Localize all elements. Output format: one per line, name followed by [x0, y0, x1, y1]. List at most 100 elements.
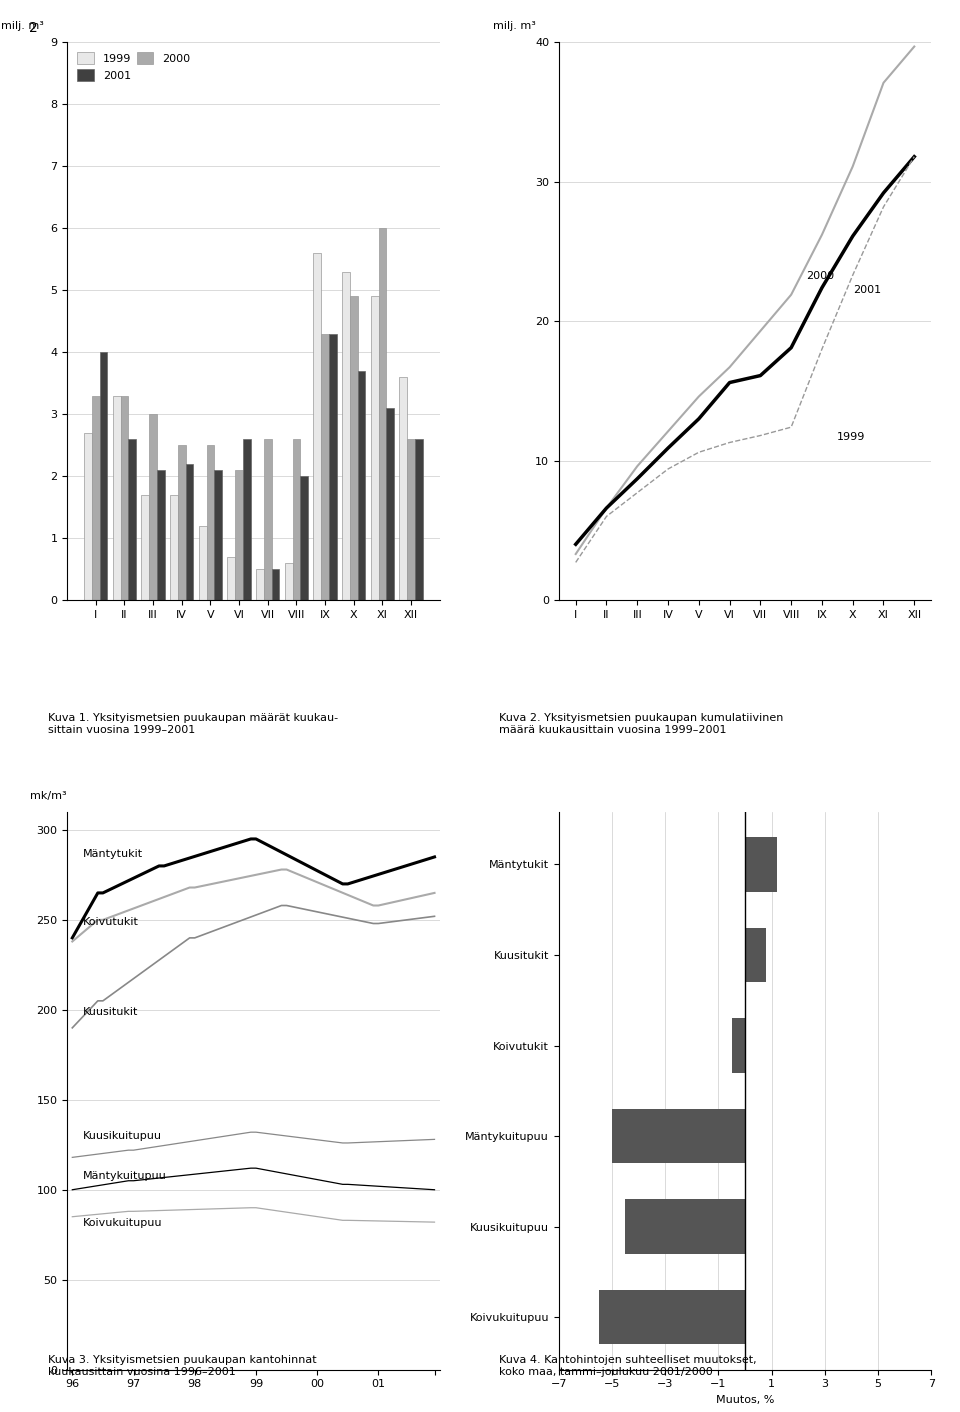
Line: 2001: 2001 — [576, 157, 914, 544]
Text: Kuva 2. Yksityismetsien puukaupan kumulatiivinen
määrä kuukausittain vuosina 199: Kuva 2. Yksityismetsien puukaupan kumula… — [499, 713, 783, 734]
Text: Mäntykuitupuu: Mäntykuitupuu — [83, 1171, 166, 1180]
Bar — [228, 556, 235, 600]
2000 — [662, 422, 674, 439]
Koivukuitupuu — [245, 1199, 256, 1216]
2000 — [816, 226, 828, 243]
Bar — [745, 928, 766, 983]
Bar — [214, 470, 222, 600]
Bar — [112, 395, 121, 600]
Koivukuitupuu — [154, 1202, 165, 1219]
Line: Koivukuitupuu: Koivukuitupuu — [72, 1207, 435, 1223]
Bar — [170, 494, 178, 600]
Mäntykuitupuu — [117, 1173, 129, 1190]
2000 — [877, 75, 889, 92]
Kuusitukit — [189, 929, 201, 946]
Mäntytukit — [117, 874, 129, 891]
Line: Mäntytukit: Mäntytukit — [72, 839, 435, 938]
Kuusitukit — [276, 897, 287, 914]
Bar — [178, 445, 185, 600]
Bar — [235, 470, 243, 600]
Mäntytukit — [189, 849, 201, 866]
Kuusitukit — [66, 1019, 78, 1036]
1999 — [847, 267, 858, 284]
Text: 2: 2 — [29, 21, 37, 35]
Bar — [342, 271, 349, 600]
Text: Kuva 1. Yksityismetsien puukaupan määrät kuukau-
sittain vuosina 1999–2001: Kuva 1. Yksityismetsien puukaupan määrät… — [48, 713, 338, 734]
1999 — [877, 199, 889, 216]
Mäntykuitupuu — [301, 1169, 313, 1186]
Bar — [156, 470, 165, 600]
Bar — [121, 395, 129, 600]
1999 — [693, 443, 705, 460]
Text: Kuva 4. Kantohintojen suhteelliset muutokset,
koko maa, tammi–joulukuu 2001/2000: Kuva 4. Kantohintojen suhteelliset muuto… — [499, 1356, 756, 1377]
Kuusitukit — [271, 899, 282, 916]
1999 — [908, 148, 920, 165]
Bar — [745, 837, 777, 891]
Koivutukit — [271, 863, 282, 880]
Koivukuitupuu — [317, 1209, 328, 1226]
Kuusikuitupuu — [117, 1142, 129, 1159]
1999 — [570, 554, 582, 570]
Line: 2000: 2000 — [576, 47, 914, 554]
Kuusikuitupuu — [189, 1132, 201, 1149]
Y-axis label: milj. m³: milj. m³ — [1, 21, 44, 31]
Koivukuitupuu — [276, 1203, 287, 1220]
Koivutukit — [117, 904, 129, 921]
Text: Mäntytukit: Mäntytukit — [83, 849, 143, 858]
1999 — [724, 433, 735, 450]
Kuusikuitupuu — [276, 1127, 287, 1144]
Bar — [378, 229, 386, 600]
Line: Kuusitukit: Kuusitukit — [72, 905, 435, 1028]
Kuusikuitupuu — [245, 1124, 256, 1141]
Text: Kuusitukit: Kuusitukit — [83, 1007, 138, 1017]
Koivukuitupuu — [189, 1202, 201, 1219]
1999 — [632, 484, 643, 501]
2000 — [570, 545, 582, 562]
Bar — [329, 333, 337, 600]
Bar — [243, 439, 251, 600]
Mäntytukit — [245, 830, 256, 847]
2000 — [724, 359, 735, 376]
2000 — [785, 287, 797, 304]
Bar — [100, 352, 108, 600]
Bar — [322, 333, 329, 600]
Legend: 1999, 2001, 2000: 1999, 2001, 2000 — [73, 48, 195, 85]
2001 — [785, 339, 797, 356]
Bar — [314, 253, 322, 600]
2000 — [601, 500, 612, 517]
Text: 1999: 1999 — [837, 432, 866, 442]
Koivutukit — [154, 891, 165, 908]
1999 — [785, 419, 797, 436]
Kuusitukit — [117, 977, 129, 994]
Text: 2000: 2000 — [806, 271, 834, 281]
Koivutukit — [276, 861, 287, 878]
Bar — [399, 377, 407, 600]
Bar — [349, 297, 358, 600]
Koivukuitupuu — [117, 1203, 129, 1220]
1999 — [662, 460, 674, 477]
Mäntykuitupuu — [66, 1182, 78, 1199]
Mäntykuitupuu — [276, 1165, 287, 1182]
Bar — [185, 463, 193, 600]
2001 — [662, 439, 674, 456]
Line: 1999: 1999 — [576, 157, 914, 562]
Kuusikuitupuu — [317, 1132, 328, 1149]
Koivutukit — [66, 933, 78, 950]
Text: Kuva 3. Yksityismetsien puukaupan kantohinnat
kuukausittain vuosina 1996–2001: Kuva 3. Yksityismetsien puukaupan kantoh… — [48, 1356, 317, 1377]
Y-axis label: milj. m³: milj. m³ — [492, 21, 536, 31]
Koivukuitupuu — [66, 1209, 78, 1226]
Koivutukit — [301, 870, 313, 887]
Bar — [92, 395, 100, 600]
2000 — [693, 388, 705, 405]
Mäntytukit — [301, 857, 313, 874]
Bar — [264, 439, 272, 600]
Bar — [256, 569, 264, 600]
Bar — [141, 494, 149, 600]
Bar — [129, 439, 136, 600]
Koivutukit — [189, 880, 201, 897]
1999 — [601, 508, 612, 525]
Bar — [407, 439, 415, 600]
Mäntykuitupuu — [429, 1182, 441, 1199]
2001 — [632, 470, 643, 487]
Bar — [415, 439, 422, 600]
